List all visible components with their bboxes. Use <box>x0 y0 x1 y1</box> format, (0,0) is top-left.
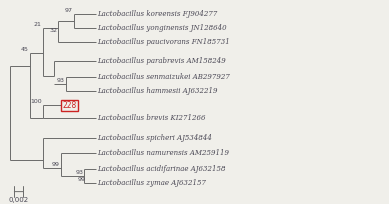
Text: Lactobacillus acidifarinae AJ632158: Lactobacillus acidifarinae AJ632158 <box>98 165 226 173</box>
Text: 93: 93 <box>57 78 65 83</box>
Text: 99: 99 <box>52 162 60 167</box>
Text: 21: 21 <box>34 22 42 27</box>
Text: 45: 45 <box>21 47 29 52</box>
Text: Lactobacillus spicheri AJ534844: Lactobacillus spicheri AJ534844 <box>98 134 212 142</box>
Text: Lactobacillus namurensis AM259119: Lactobacillus namurensis AM259119 <box>98 150 230 157</box>
Text: 99: 99 <box>78 177 86 182</box>
Text: Lactobacillus brevis KI271266: Lactobacillus brevis KI271266 <box>98 114 206 122</box>
Text: Lactobacillus paucivorans FN185731: Lactobacillus paucivorans FN185731 <box>98 38 230 46</box>
Text: 93: 93 <box>75 170 83 175</box>
Text: 97: 97 <box>65 8 73 13</box>
Text: Lactobacillus zymae AJ632157: Lactobacillus zymae AJ632157 <box>98 179 207 187</box>
Text: 100: 100 <box>30 100 42 104</box>
Text: Lactobacillus koreensis FJ904277: Lactobacillus koreensis FJ904277 <box>98 10 218 18</box>
Text: 32: 32 <box>49 28 57 33</box>
Text: 0,002: 0,002 <box>9 197 29 204</box>
Text: Lactobacillus parabrevis AM158249: Lactobacillus parabrevis AM158249 <box>98 57 226 65</box>
Text: Lactobacillus hammesii AJ632219: Lactobacillus hammesii AJ632219 <box>98 87 218 95</box>
Text: Lactobacillus yonginensis JN128640: Lactobacillus yonginensis JN128640 <box>98 24 227 32</box>
Text: 228: 228 <box>62 101 77 110</box>
Text: Lactobacillus senmaizukei AB297927: Lactobacillus senmaizukei AB297927 <box>98 73 230 81</box>
